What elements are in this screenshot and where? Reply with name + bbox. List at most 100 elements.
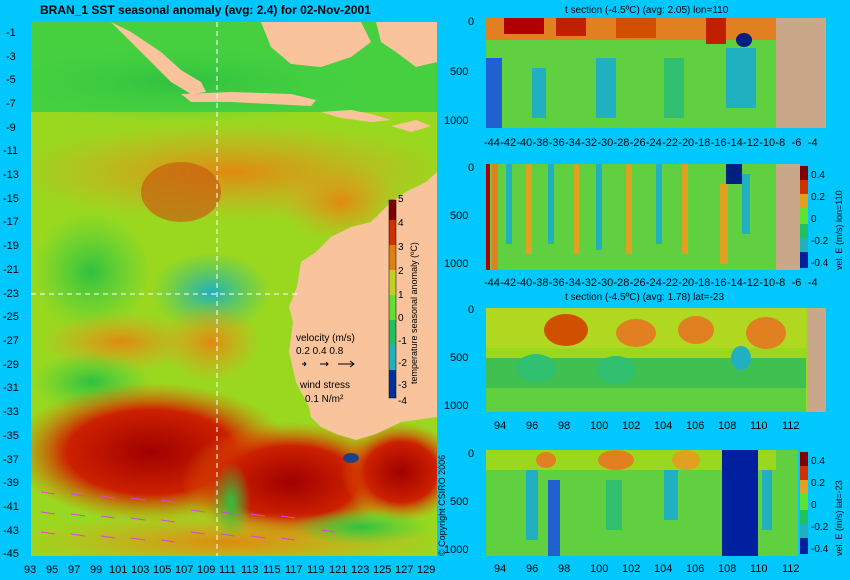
panel1-x-tick: -12	[743, 137, 759, 149]
panel1-x-tick: -6	[791, 137, 802, 149]
wind-arrows	[40, 491, 336, 543]
panel3-x-tick: 100	[590, 420, 609, 432]
panel2-x-tick: -34	[564, 277, 581, 289]
panel3-y-tick: 0	[468, 304, 475, 316]
panel3-x-tick: 112	[782, 420, 800, 432]
panel4-x-tick: 94	[494, 563, 507, 575]
map-lat-tick: -29	[3, 359, 19, 371]
velocity-legend-title: velocity (m/s)	[296, 333, 355, 344]
map-lat-tick: -19	[3, 240, 19, 252]
panel4-colorbar-tick: -0.2	[811, 522, 829, 533]
panel2-y-tick: 500	[450, 210, 469, 222]
map-lat-tick: -33	[3, 406, 19, 418]
panel2-x-tick: -26	[629, 277, 646, 289]
panel2-x-tick: -28	[613, 277, 630, 289]
panel1-y-tick: 500	[450, 66, 469, 78]
map-lat-tick: -11	[3, 145, 19, 157]
panel2-x-tick: -4	[807, 277, 818, 289]
panel4-x-tick: 112	[782, 563, 800, 575]
panel2-colorbar-tick: 0.2	[811, 192, 825, 203]
panel2-y-tick: 1000	[444, 258, 469, 270]
map-lon-tick: 101	[109, 564, 128, 576]
panel3-x-tick: 94	[494, 420, 507, 432]
map-lon-tick: 119	[307, 564, 325, 576]
wind-legend-title: wind stress	[300, 380, 351, 391]
panel2-x-tick: -40	[516, 277, 533, 289]
panel1-x-tick: -36	[548, 137, 565, 149]
panel1-x-tick: -30	[597, 137, 614, 149]
panel2-colorbar-label: vel. E (m/s) lon=110	[834, 190, 844, 270]
panel3-x-tick: 104	[654, 420, 673, 432]
map-lon-tick: 127	[395, 564, 414, 576]
panel1-y-tick: 0	[468, 16, 475, 28]
map-lon-tick: 111	[219, 564, 236, 576]
map-colorbar-tick: 0	[398, 313, 404, 324]
map-lat-tick: -27	[3, 335, 19, 347]
panel4-y-tick: 500	[450, 496, 469, 508]
panel2-land	[776, 164, 800, 270]
map-lon-tick: 105	[153, 564, 172, 576]
panel3-section	[486, 308, 826, 412]
panel1-x-tick: -24	[645, 137, 662, 149]
panel4-x-tick: 100	[590, 563, 609, 575]
map-lon-tick: 123	[351, 564, 370, 576]
panel1-x-tick: -34	[564, 137, 581, 149]
panel2-colorbar-tick: -0.4	[811, 258, 829, 269]
panel2-x-tick: -24	[645, 277, 662, 289]
map-lon-tick: 107	[175, 564, 194, 576]
map-lat-tick: -21	[3, 264, 19, 276]
panel2-colorbar-tick: 0.4	[811, 170, 825, 181]
panel2-x-tick: -20	[678, 277, 695, 289]
panel3-x-tick: 98	[558, 420, 571, 432]
panel1-x-tick: -8	[775, 137, 786, 149]
map-lon-tick: 97	[68, 564, 81, 576]
panel1-x-tick: -42	[500, 137, 517, 149]
map-colorbar-tick: 5	[398, 194, 404, 205]
panel4-x-tick: 110	[750, 563, 768, 575]
panel1-x-tick: -18	[694, 137, 711, 149]
panel4-y-tick: 0	[468, 448, 475, 460]
panel2-x-tick: -6	[791, 277, 802, 289]
panel1-x-tick: -26	[629, 137, 646, 149]
panel3-x-tick: 106	[686, 420, 705, 432]
panel4-colorbar-label: vel. E (m/s) lat=-23	[834, 480, 844, 556]
panel4-x-tick: 106	[686, 563, 705, 575]
map-lat-tick: -35	[3, 430, 19, 442]
panel3-y-tick: 500	[450, 352, 469, 364]
panel1-x-tick: -14	[726, 137, 743, 149]
panel1-x-tick: -16	[710, 137, 727, 149]
panel2-x-tick: -42	[500, 277, 517, 289]
panel2-x-tick: -14	[726, 277, 743, 289]
panel2-x-tick: -16	[710, 277, 727, 289]
map-lon-tick: 129	[417, 564, 436, 576]
panel1-x-tick: -38	[532, 137, 549, 149]
map-colorbar-tick: -2	[398, 358, 407, 369]
panel2-x-tick: -10	[759, 277, 776, 289]
copyright-text: © Copyright CSIRO 2006	[437, 454, 447, 556]
panel1-section	[486, 18, 826, 128]
panel3-x-tick: 108	[718, 420, 737, 432]
panel2-x-tick: -44	[484, 277, 500, 289]
map-lat-tick: -25	[3, 311, 19, 323]
map-lat-tick: -17	[3, 216, 19, 228]
panel2-x-tick: -18	[694, 277, 711, 289]
map-colorbar-label: temperature seasonal anomaly (ºC)	[409, 242, 419, 384]
panel4-x-tick: 104	[654, 563, 673, 575]
panel1-x-tick: -28	[613, 137, 630, 149]
panel2-colorbar	[800, 166, 808, 268]
panel2-x-tick: -36	[548, 277, 565, 289]
velocity-legend-values: 0.2 0.4 0.8	[296, 346, 344, 357]
map-lat-tick: -31	[3, 382, 19, 394]
map-lat-tick: -37	[3, 454, 19, 466]
map-lat-tick: -43	[3, 525, 19, 537]
panel4-colorbar-tick: -0.4	[811, 544, 829, 555]
map-lat-tick: -3	[6, 51, 16, 63]
panel2-x-tick: -32	[581, 277, 598, 289]
panel3-x-tick: 110	[750, 420, 768, 432]
panel1-x-tick: -10	[759, 137, 776, 149]
map-colorbar-tick: -1	[398, 336, 407, 347]
map-lat-tick: -5	[6, 74, 16, 86]
panel3-y-tick: 1000	[444, 400, 469, 412]
panel1-x-tick: -32	[581, 137, 598, 149]
sulawesi-land	[376, 22, 437, 67]
